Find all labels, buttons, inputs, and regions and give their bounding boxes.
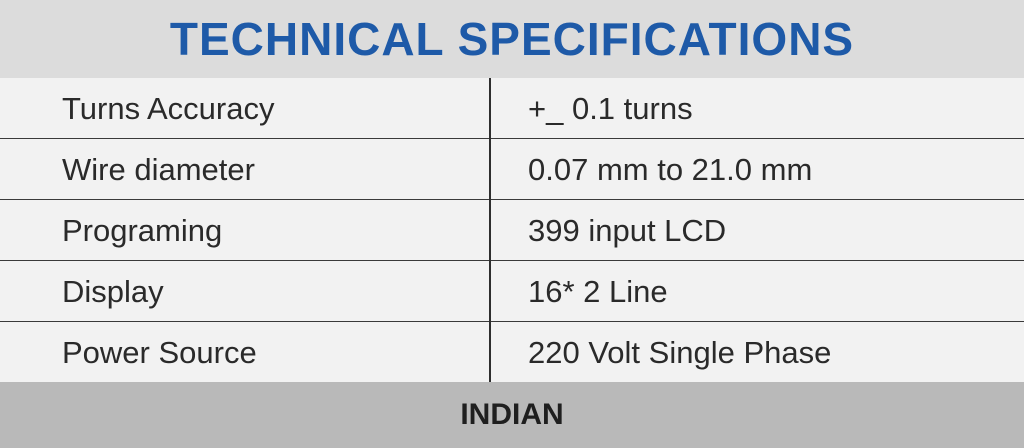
row-divider	[0, 260, 1024, 261]
row-divider	[0, 321, 1024, 322]
row-divider	[0, 138, 1024, 139]
page-title: TECHNICAL SPECIFICATIONS	[169, 13, 855, 65]
table-row: Power Source 220 Volt Single Phase	[0, 322, 1024, 382]
spec-label: Display	[62, 273, 164, 309]
table-row: Display 16* 2 Line	[0, 261, 1024, 321]
spec-label: Power Source	[62, 334, 257, 370]
spec-value: 16* 2 Line	[528, 273, 668, 309]
spec-label: Turns Accuracy	[62, 90, 275, 126]
spec-value: 0.07 mm to 21.0 mm	[528, 151, 813, 187]
spec-value: +_ 0.1 turns	[528, 90, 693, 126]
table-row: Turns Accuracy +_ 0.1 turns	[0, 78, 1024, 138]
row-divider	[0, 199, 1024, 200]
spec-value: 399 input LCD	[528, 212, 727, 248]
spec-label: Programing	[62, 212, 223, 248]
column-divider	[489, 78, 491, 382]
origin-label: INDIAN	[460, 398, 564, 431]
spec-label: Wire diameter	[62, 151, 255, 187]
table-row: Wire diameter 0.07 mm to 21.0 mm	[0, 139, 1024, 199]
header-bar: TECHNICAL SPECIFICATIONS	[0, 0, 1024, 78]
table-row: Programing 399 input LCD	[0, 200, 1024, 260]
spec-value: 220 Volt Single Phase	[528, 334, 832, 370]
footer-bar: INDIAN	[0, 382, 1024, 448]
spec-table: Turns Accuracy +_ 0.1 turns Wire diamete…	[0, 78, 1024, 382]
